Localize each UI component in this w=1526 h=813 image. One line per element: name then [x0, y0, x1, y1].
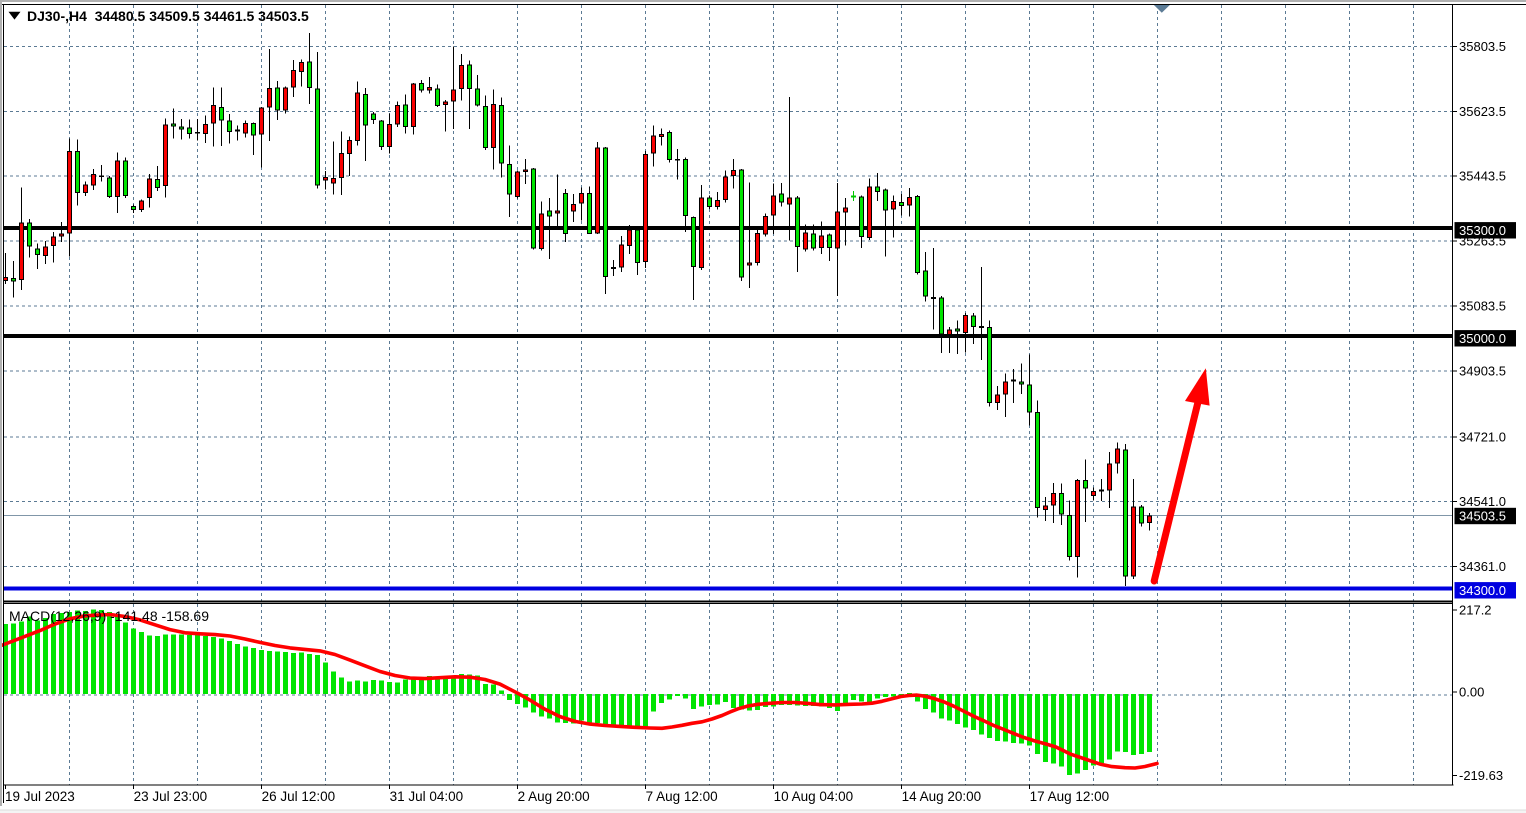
svg-text:0.00: 0.00 [1459, 685, 1484, 700]
svg-text:35300.0: 35300.0 [1459, 223, 1506, 238]
svg-text:35443.5: 35443.5 [1459, 169, 1506, 184]
svg-text:35803.5: 35803.5 [1459, 39, 1506, 54]
svg-text:34361.0: 34361.0 [1459, 559, 1506, 574]
svg-text:35623.5: 35623.5 [1459, 104, 1506, 119]
svg-text:31 Jul 04:00: 31 Jul 04:00 [390, 789, 464, 804]
svg-text:217.2: 217.2 [1459, 603, 1492, 618]
svg-text:2 Aug 20:00: 2 Aug 20:00 [518, 789, 590, 804]
svg-text:34721.0: 34721.0 [1459, 429, 1506, 444]
svg-text:34541.0: 34541.0 [1459, 494, 1506, 509]
svg-text:14 Aug 20:00: 14 Aug 20:00 [902, 789, 982, 804]
svg-text:7 Aug 12:00: 7 Aug 12:00 [646, 789, 718, 804]
svg-text:35000.0: 35000.0 [1459, 331, 1506, 346]
svg-text:34300.0: 34300.0 [1459, 583, 1506, 598]
svg-text:DJ30-,H4 34480.5 34509.5 3446: DJ30-,H4 34480.5 34509.5 34461.5 34503.5 [27, 8, 309, 24]
svg-text:17 Aug 12:00: 17 Aug 12:00 [1030, 789, 1110, 804]
svg-text:35083.5: 35083.5 [1459, 299, 1506, 314]
svg-text:26 Jul 12:00: 26 Jul 12:00 [262, 789, 336, 804]
svg-text:34503.5: 34503.5 [1459, 509, 1506, 524]
svg-text:34903.5: 34903.5 [1459, 364, 1506, 379]
svg-text:MACD(12,26,9) -141.48 -158.69: MACD(12,26,9) -141.48 -158.69 [9, 608, 209, 624]
svg-text:10 Aug 04:00: 10 Aug 04:00 [774, 789, 854, 804]
svg-text:-219.63: -219.63 [1459, 768, 1503, 783]
svg-text:23 Jul 23:00: 23 Jul 23:00 [134, 789, 208, 804]
svg-text:19 Jul 2023: 19 Jul 2023 [5, 789, 75, 804]
